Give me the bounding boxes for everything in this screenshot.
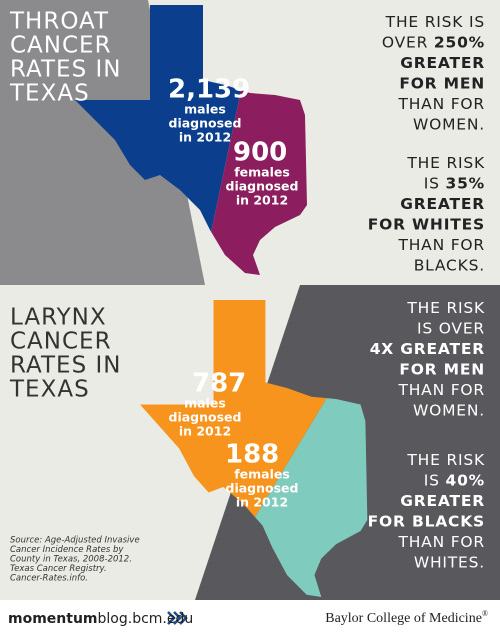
count-label: females (234, 467, 290, 482)
org-mark: ® (482, 609, 488, 618)
risk-line: BLACKS. (414, 256, 485, 274)
risk-text: THE RISK IS (385, 13, 485, 31)
risk-line: WOMEN. (413, 115, 485, 133)
risk-text: WOMEN. (413, 401, 485, 419)
risk-emphasis: FOR MEN (399, 74, 485, 92)
count-label: diagnosed (169, 116, 242, 131)
section-title: RATES IN (10, 353, 121, 379)
count: 900 (233, 138, 287, 168)
risk-text: BLACKS. (414, 256, 485, 274)
risk-emphasis: FOR WHITES (368, 215, 485, 233)
risk-line: FOR MEN (399, 74, 485, 92)
risk-emphasis: GREATER (400, 195, 485, 213)
footer-icon (167, 611, 188, 625)
site-bold: momentum (8, 611, 98, 627)
risk-emphasis: GREATER (400, 54, 485, 72)
risk-emphasis: 35% (445, 174, 485, 192)
risk-line: FOR WHITES (368, 215, 485, 233)
risk-text: IS (424, 471, 446, 489)
section-title: CANCER (10, 329, 112, 355)
risk-line: THE RISK (406, 451, 485, 469)
risk-text: THE RISK (406, 154, 485, 172)
risk-line: THE RISK (406, 154, 485, 172)
risk-line: FOR BLACKS (368, 512, 485, 530)
risk-line: GREATER (400, 195, 485, 213)
count: 787 (192, 369, 246, 399)
risk-emphasis: FOR BLACKS (368, 512, 485, 530)
risk-line: THAN FOR (397, 533, 485, 551)
risk-text: THAN FOR (397, 533, 485, 551)
risk-emphasis: 250% (434, 33, 485, 51)
risk-line: GREATER (400, 54, 485, 72)
count: 2,139 (168, 75, 250, 105)
risk-text: THAN FOR (397, 381, 485, 399)
risk-text: THAN FOR (397, 236, 485, 254)
risk-emphasis: 40% (445, 471, 485, 489)
risk-line: THAN FOR (397, 381, 485, 399)
risk-text: THE RISK (406, 451, 485, 469)
count-label: diagnosed (226, 481, 299, 496)
site-rest: blog.bcm.edu (98, 611, 194, 627)
risk-line: THE RISK IS (385, 13, 485, 31)
section-title: TEXAS (9, 81, 90, 107)
section-title: LARYNX (10, 305, 107, 331)
footer-org: Baylor College of Medicine® (325, 609, 488, 626)
source-line: Source: Age-Adjusted Invasive (10, 536, 140, 546)
section-title: RATES IN (10, 57, 121, 83)
source-line: Texas Cancer Registry. (10, 564, 107, 574)
risk-line: FOR MEN (399, 360, 485, 378)
risk-line: WHITES. (414, 553, 485, 571)
count-label: males (184, 396, 226, 411)
risk-text: IS OVER (417, 319, 485, 337)
risk-emphasis: FOR MEN (399, 360, 485, 378)
risk-line: OVER 250% (382, 33, 485, 51)
risk-line: 4X GREATER (370, 340, 485, 358)
risk-text: WOMEN. (413, 115, 485, 133)
count-label: in 2012 (179, 130, 231, 145)
footer-site: momentumblog.bcm.edu (8, 611, 193, 627)
count-label: males (184, 102, 226, 117)
count-label: females (234, 165, 290, 180)
risk-emphasis: 4X GREATER (370, 340, 485, 358)
org-name: Baylor College of Medicine (325, 611, 482, 626)
risk-line: WOMEN. (413, 401, 485, 419)
source-line: Cancer Incidence Rates by (10, 545, 124, 555)
section-title: CANCER (10, 33, 112, 59)
risk-text: THE RISK (406, 299, 485, 317)
risk-text: WHITES. (414, 553, 485, 571)
risk-emphasis: GREATER (400, 492, 485, 510)
count-label: diagnosed (226, 179, 299, 194)
risk-line: IS 40% (424, 471, 485, 489)
source-line: County in Texas, 2008-2012. (10, 555, 132, 565)
count-label: diagnosed (169, 410, 242, 425)
risk-text: OVER (382, 33, 434, 51)
section-title: THROAT (9, 9, 109, 35)
footer-background (0, 600, 500, 637)
risk-line: IS 35% (424, 174, 485, 192)
risk-text: THAN FOR (397, 95, 485, 113)
count-label: in 2012 (236, 193, 288, 208)
risk-line: THAN FOR (397, 95, 485, 113)
count: 188 (225, 440, 279, 470)
risk-line: THE RISK (406, 299, 485, 317)
count-label: in 2012 (179, 424, 231, 439)
risk-line: GREATER (400, 492, 485, 510)
source-line: Cancer-Rates.info. (10, 574, 88, 584)
count-label: in 2012 (236, 495, 288, 510)
risk-line: THAN FOR (397, 236, 485, 254)
risk-line: IS OVER (417, 319, 485, 337)
risk-text: IS (424, 174, 446, 192)
section-title: TEXAS (9, 377, 90, 403)
